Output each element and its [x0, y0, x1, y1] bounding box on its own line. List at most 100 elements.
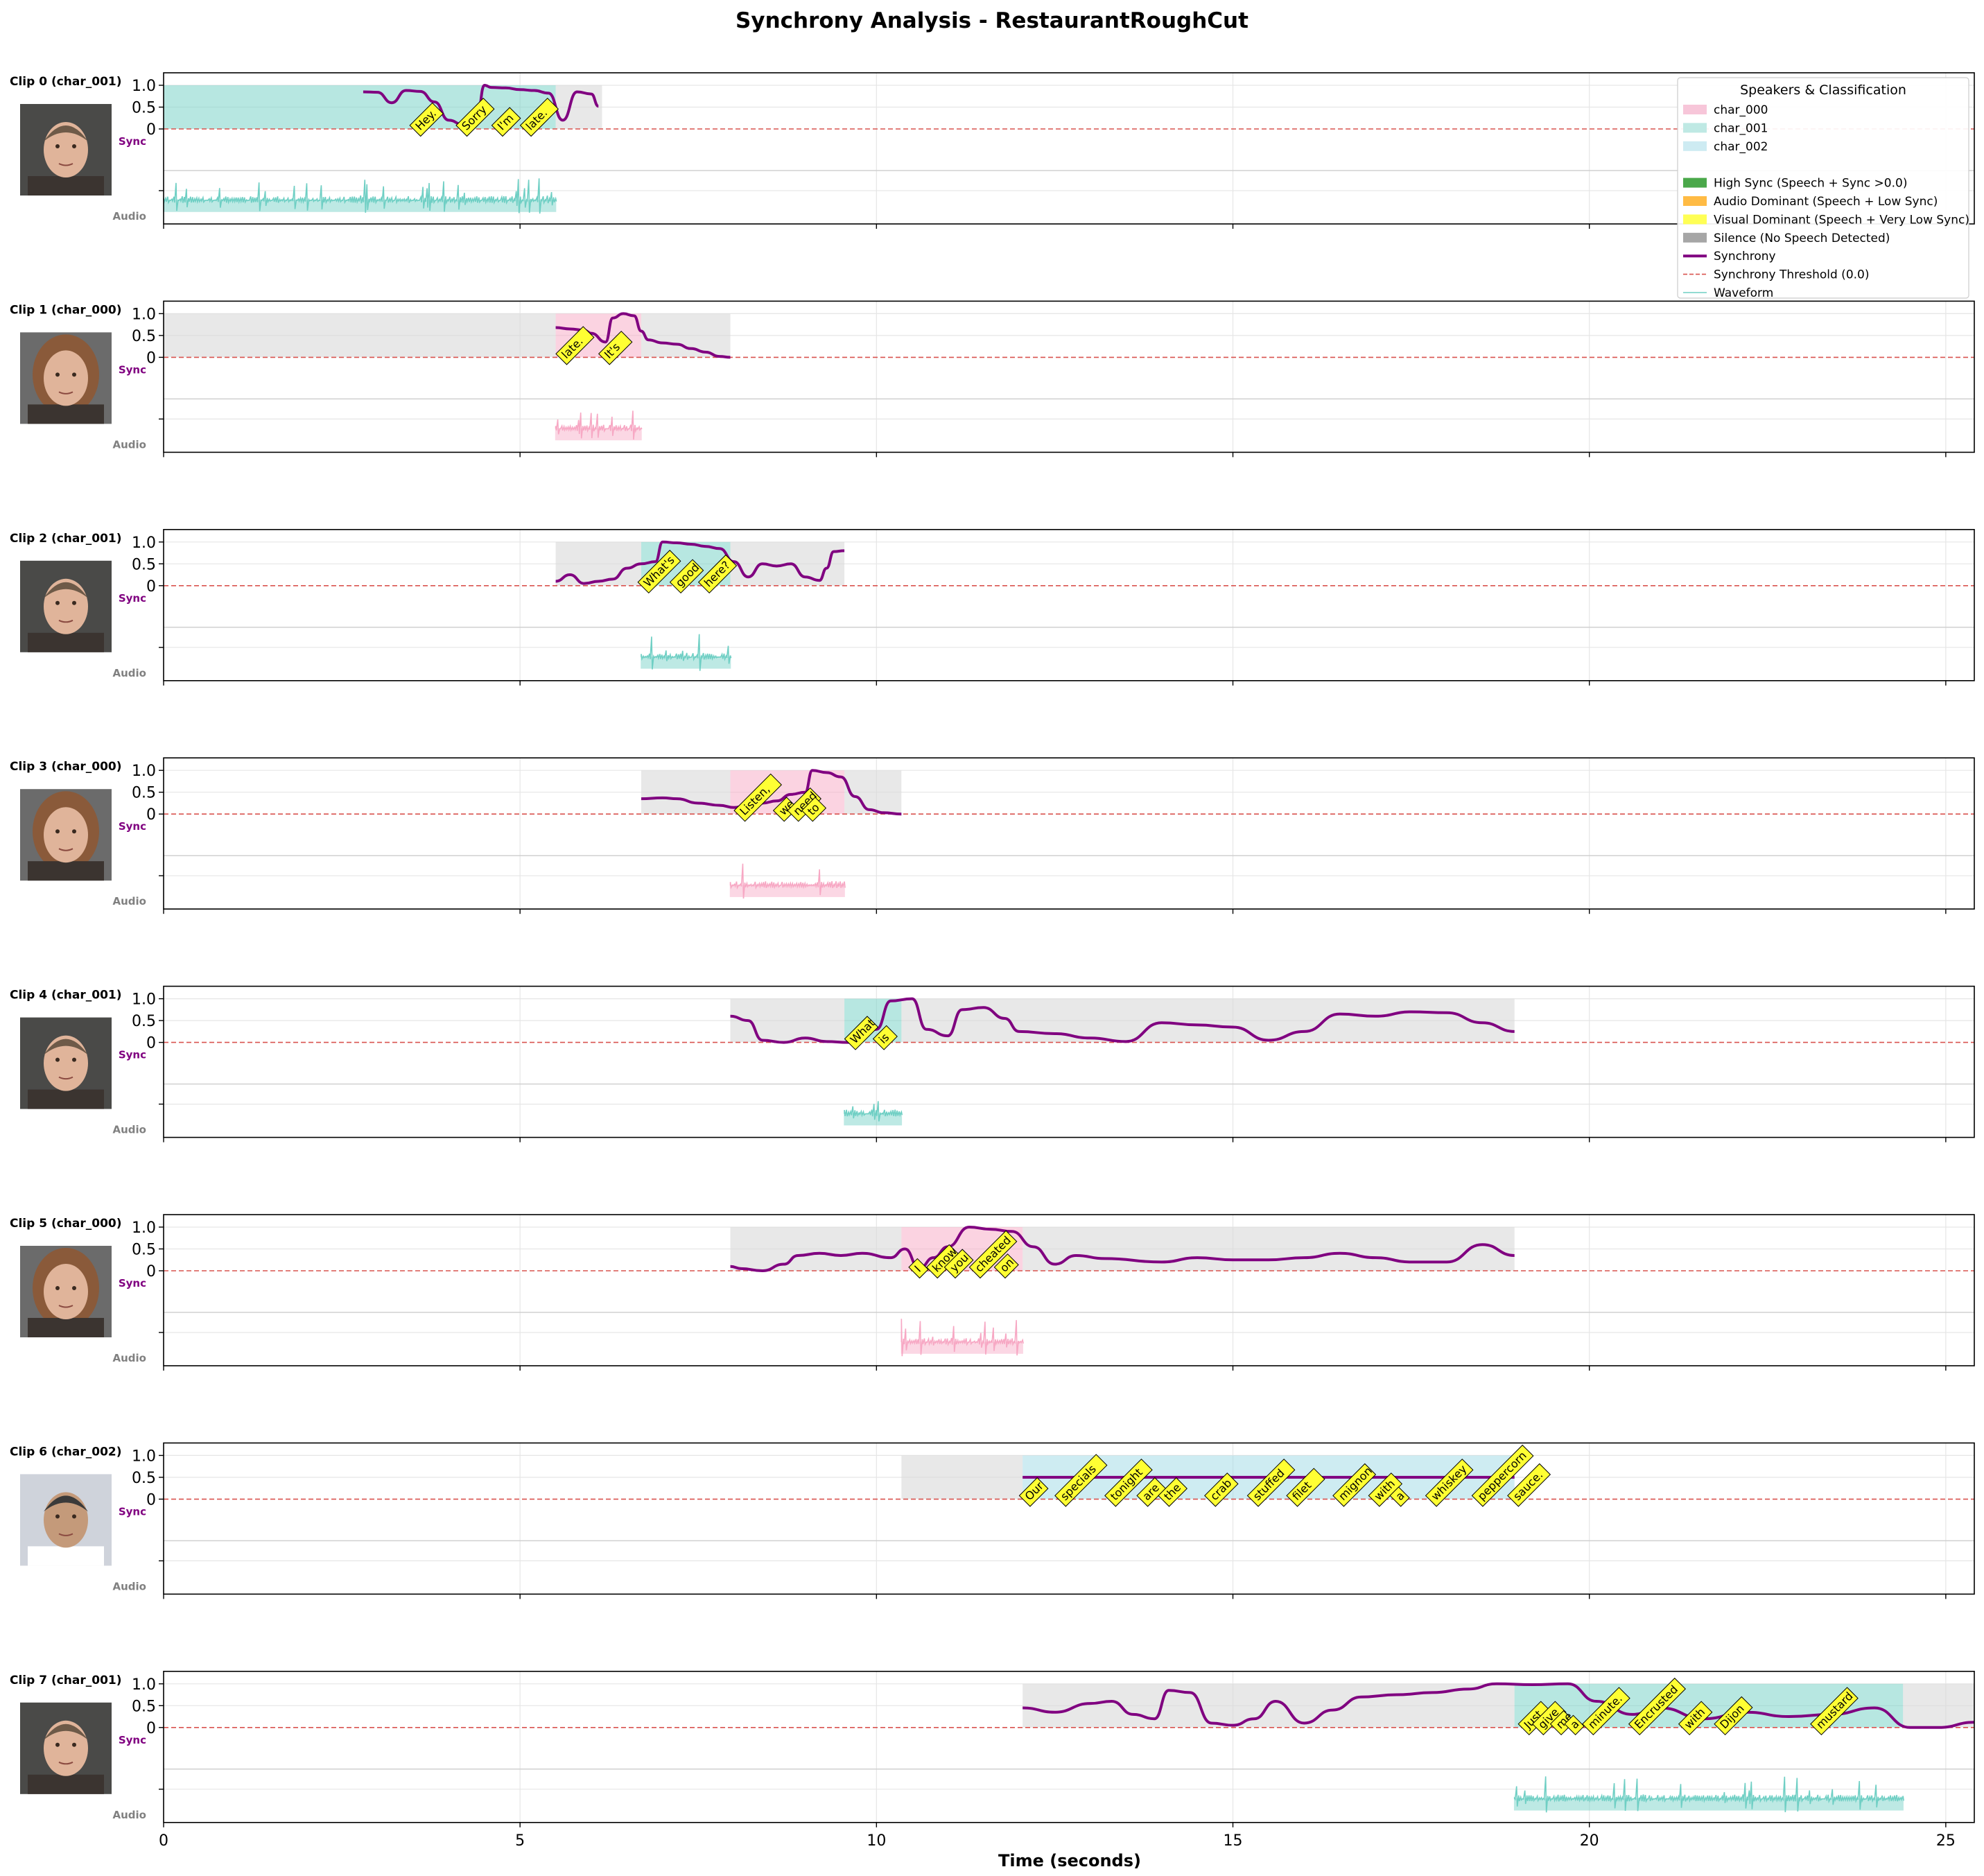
y-tick-label: 1.0 [132, 991, 156, 1009]
y-tick-label: 0 [146, 806, 156, 824]
audio-row-label: Audio [113, 667, 146, 679]
y-tick-label: 0 [146, 1491, 156, 1509]
axes-frame [163, 985, 1975, 1138]
legend-item: High Sync (Speech + Sync >0.0) [1683, 177, 1907, 191]
speaker-thumbnail [20, 104, 112, 196]
clip-label: Clip 0 (char_001) [10, 75, 122, 89]
axes-frame [163, 757, 1975, 910]
mouth-shape [58, 848, 73, 851]
shoulders-shape [28, 1774, 104, 1794]
sync-row-label: Sync [119, 1505, 146, 1518]
eye-shape [72, 829, 76, 834]
audio-row-label: Audio [113, 1580, 146, 1592]
face-shape [44, 1264, 88, 1319]
audio-row-label: Audio [113, 895, 146, 907]
legend-item: Audio Dominant (Speech + Low Sync) [1683, 195, 1938, 209]
speaker-thumbnail [20, 332, 112, 424]
x-tick-label: 15 [1224, 1832, 1243, 1850]
y-tick-label: 0.5 [132, 1013, 156, 1030]
mouth-shape [58, 1076, 73, 1080]
word-label: a [1389, 1486, 1410, 1507]
clip-label: Clip 6 (char_002) [10, 1445, 122, 1459]
synchrony-line [730, 1226, 1515, 1272]
y-tick-label: 0 [146, 349, 156, 367]
eye-shape [72, 372, 76, 377]
y-tick-label: 0.5 [132, 1470, 156, 1487]
eye-shape [55, 600, 60, 605]
y-tick-label: 1.0 [132, 1676, 156, 1694]
y-tick-label: 1.0 [132, 763, 156, 780]
word-label: is [872, 1025, 898, 1050]
sync-row-label: Sync [119, 1277, 146, 1289]
word-box [844, 1016, 879, 1050]
mouth-shape [58, 163, 73, 166]
face-shape [44, 1035, 88, 1091]
legend-swatch [1683, 123, 1707, 133]
clip-label: Clip 7 (char_001) [10, 1674, 122, 1687]
eye-shape [55, 829, 60, 834]
sync-row-label: Sync [119, 1734, 146, 1746]
x-tick-label: 10 [867, 1832, 886, 1850]
legend-swatch [1683, 214, 1707, 225]
word-label: the [1158, 1477, 1188, 1507]
word-box [598, 331, 633, 365]
waveform-line [1513, 1776, 1904, 1813]
legend: Speakers & Classification char_000 char_00… [1677, 77, 1969, 300]
word-box [1136, 1477, 1167, 1507]
x-tick-label: 25 [1936, 1832, 1956, 1850]
sync-row-label: Sync [119, 820, 146, 833]
word-box [872, 1025, 898, 1050]
word-box [1286, 1468, 1325, 1507]
sync-row-label: Sync [119, 135, 146, 148]
sync-row-label: Sync [119, 592, 146, 605]
eye-shape [55, 1057, 60, 1062]
sync-row-label: Sync [119, 363, 146, 376]
word-box [1628, 1677, 1687, 1735]
axes-frame [163, 528, 1975, 681]
chart-title: Synchrony Analysis - RestaurantRoughCut [736, 8, 1248, 33]
legend-title: Speakers & Classification [1740, 82, 1906, 98]
speaker-thumbnail [20, 789, 112, 881]
audio-envelope [163, 200, 557, 212]
eye-shape [55, 372, 60, 377]
y-tick-label: 0 [146, 1720, 156, 1737]
hair-shape [44, 582, 88, 598]
silence-region [1903, 1683, 1974, 1728]
y-tick-label: 1.0 [132, 1219, 156, 1237]
x-tick-label: 0 [159, 1832, 168, 1850]
word-box [1564, 1714, 1585, 1735]
speaker-thumbnail [20, 1474, 112, 1566]
axes-frame [163, 1671, 1975, 1823]
word-box [733, 773, 783, 822]
audio-row-label: Audio [113, 438, 146, 451]
shoulders-shape [28, 861, 104, 881]
waveform-line [555, 410, 643, 440]
silence-region [901, 1455, 1023, 1500]
legend-label: Visual Dominant (Speech + Very Low Sync) [1714, 213, 1969, 227]
eye-shape [72, 1514, 76, 1519]
synchrony-line [1023, 1682, 1975, 1729]
word-box [519, 97, 559, 137]
audio-row-label: Audio [113, 1352, 146, 1364]
mouth-shape [58, 1533, 73, 1536]
waveform-line [844, 1101, 903, 1122]
mouth-shape [58, 391, 73, 394]
x-axis-label: Time (seconds) [998, 1851, 1141, 1870]
word-box [1246, 1458, 1296, 1507]
audio-row-label: Audio [113, 1809, 146, 1821]
clip-label: Clip 3 (char_000) [10, 760, 122, 774]
legend-item: Silence (No Speech Detected) [1683, 232, 1890, 245]
y-tick-label: 0 [146, 1263, 156, 1280]
hair-shape [44, 1723, 88, 1740]
word-box [555, 326, 595, 365]
audio-row-label: Audio [113, 210, 146, 223]
speaker-thumbnail [20, 1702, 112, 1794]
mouth-shape [58, 1761, 73, 1765]
synchrony-line [641, 769, 902, 816]
clip-label: Clip 4 (char_001) [10, 989, 122, 1002]
legend-label: char_001 [1714, 121, 1768, 135]
hair-shape [44, 1495, 88, 1512]
legend-label: High Sync (Speech + Sync >0.0) [1714, 177, 1907, 191]
axes-frame [163, 1214, 1975, 1366]
